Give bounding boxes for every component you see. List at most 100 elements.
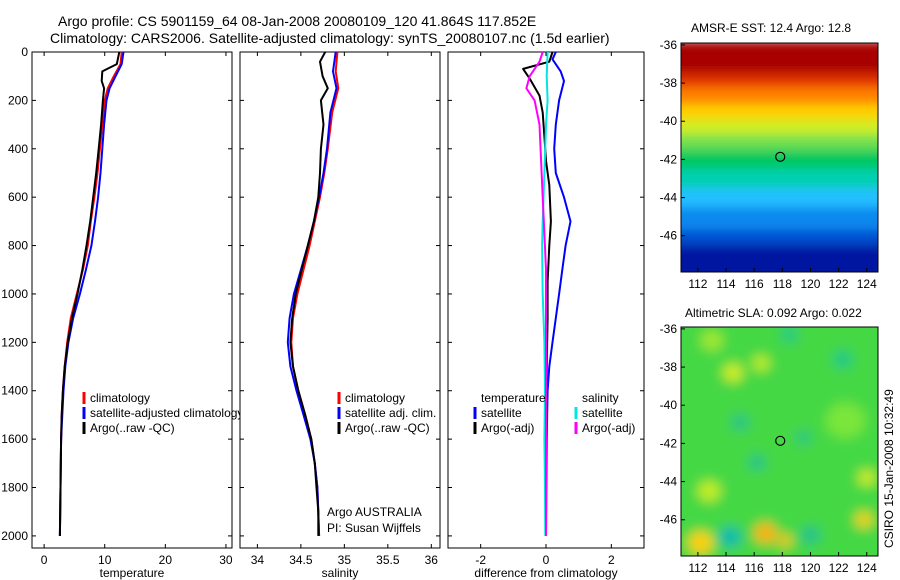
color-band <box>681 86 878 108</box>
sal-legend-2-label: Argo(..raw -QC) <box>345 421 430 435</box>
salinity-panel-frame <box>239 51 441 549</box>
figure-title-line2: Climatology: CARS2006. Satellite-adjuste… <box>50 30 610 46</box>
sla-map-field-blurred <box>681 327 878 556</box>
color-band <box>681 245 878 272</box>
y-tick-label: 800 <box>8 239 28 253</box>
field-anomaly <box>855 512 873 528</box>
x-tick-label: 30 <box>219 553 233 567</box>
series-line-salinity-satellite <box>541 52 549 536</box>
series-line-temperature-satellite <box>545 52 572 536</box>
map-x-tick-label: 112 <box>688 277 707 291</box>
temp-legend-1-label: satellite-adjusted climatology <box>90 406 243 420</box>
diff-legend-sal-sat-label: satellite <box>582 406 623 420</box>
sst-map-field-blurred <box>681 43 878 272</box>
temp-legend-0-label: climatology <box>90 391 150 405</box>
temperature-panel: 0 10 20 30 0 200 400 600 800 1000 1200 1400 1600 1800… <box>1 45 243 580</box>
map-x-tick-label: 124 <box>857 277 877 291</box>
map-y-tick-label: -44 <box>660 191 678 205</box>
series-line-temperature-argo-adj- <box>522 52 554 536</box>
map-y-tick-label: -40 <box>660 398 678 412</box>
temperature-panel-series-group <box>58 52 125 536</box>
credit-timestamp: CSIRO 15-Jan-2008 10:32:49 <box>882 389 896 548</box>
y-tick-label: 1600 <box>1 432 28 446</box>
x-tick-label: 0 <box>41 553 48 567</box>
argo-australia-annotation: Argo AUSTRALIA <box>327 505 422 519</box>
field-anomaly <box>718 526 742 548</box>
sst-map-title: AMSR-E SST: 12.4 Argo: 12.8 <box>691 21 851 35</box>
sst-map-field <box>681 43 878 272</box>
map-x-tick-label: 120 <box>800 561 820 575</box>
difference-panel-series-group <box>522 52 572 536</box>
field-anomaly <box>832 350 853 369</box>
x-tick-label: 36 <box>425 553 439 567</box>
sal-legend-1-label: satellite adj. clim. <box>345 406 436 420</box>
map-y-tick-label: -40 <box>660 114 678 128</box>
field-anomaly <box>688 531 714 555</box>
map-x-tick-label: 124 <box>857 561 877 575</box>
salinity-panel-xlabel: salinity <box>322 566 359 580</box>
field-anomaly <box>752 355 770 371</box>
map-x-tick-label: 118 <box>773 561 792 575</box>
x-tick-label: 20 <box>159 553 173 567</box>
y-tick-label: 1400 <box>1 384 28 398</box>
color-band <box>681 207 878 234</box>
sla-map-title: Altimetric SLA: 0.092 Argo: 0.022 <box>685 306 862 320</box>
field-anomaly <box>700 330 724 351</box>
map-x-tick-label: 122 <box>829 561 849 575</box>
difference-panel-xlabel: difference from climatology <box>474 566 617 580</box>
map-x-tick-label: 120 <box>800 277 820 291</box>
field-anomaly <box>858 470 876 486</box>
map-y-tick-label: -44 <box>660 475 678 489</box>
diff-legend-title-salinity: salinity <box>582 391 619 405</box>
y-tick-label: 1200 <box>1 335 28 349</box>
x-tick-label: 2 <box>608 553 615 567</box>
x-tick-label: 34.5 <box>289 553 313 567</box>
field-anomaly <box>697 480 721 502</box>
field-anomaly <box>754 522 777 544</box>
series-line-argo-raw-qc- <box>289 52 329 536</box>
field-anomaly <box>796 431 811 445</box>
temperature-panel-frame <box>31 51 233 549</box>
field-anomaly <box>748 454 766 471</box>
salinity-panel: 34 34.5 35 35.5 36 salinity climatologysatelli… <box>239 51 441 580</box>
sal-legend-0-label: climatology <box>345 391 405 405</box>
map-y-tick-label: -42 <box>660 152 678 166</box>
temp-legend-2-label: Argo(..raw -QC) <box>90 421 175 435</box>
salinity-panel-series-group <box>286 52 340 536</box>
field-anomaly <box>731 414 749 431</box>
color-band <box>681 168 878 192</box>
y-tick-label: 2000 <box>1 529 28 543</box>
sla-map-frame <box>680 326 879 557</box>
y-tick-label: 400 <box>8 142 28 156</box>
map-x-tick-label: 114 <box>716 561 735 575</box>
diff-legend-temp-argo-label: Argo(-adj) <box>481 421 534 435</box>
field-anomaly <box>800 526 821 544</box>
map-y-tick-label: -38 <box>660 360 678 374</box>
diff-legend-sal-argo-label: Argo(-adj) <box>582 421 635 435</box>
map-x-tick-label: 114 <box>716 277 735 291</box>
x-tick-label: 35 <box>338 553 352 567</box>
x-tick-label: 10 <box>98 553 112 567</box>
map-x-tick-label: 118 <box>773 277 792 291</box>
y-tick-label: 0 <box>21 45 28 59</box>
x-tick-label: -2 <box>475 553 486 567</box>
map-x-tick-label: 116 <box>745 561 764 575</box>
map-x-tick-label: 116 <box>745 277 764 291</box>
color-band <box>681 73 878 91</box>
temperature-panel-xlabel: temperature <box>100 566 165 580</box>
diff-legend-temp-sat-label: satellite <box>481 406 522 420</box>
color-band <box>681 229 878 250</box>
color-band <box>681 134 878 154</box>
figure-title-line1: Argo profile: CS 5901159_64 08-Jan-2008 … <box>58 13 536 29</box>
map-y-tick-label: -46 <box>660 513 678 527</box>
y-tick-label: 1800 <box>1 481 28 495</box>
pi-annotation: PI: Susan Wijffels <box>327 521 421 535</box>
map-x-tick-label: 122 <box>829 277 849 291</box>
series-line-salinity-argo-adj- <box>525 52 547 536</box>
x-tick-label: 34 <box>251 553 265 567</box>
color-band <box>681 103 878 124</box>
sla-map: 112 114 116 118 120 122 124 -36 -38 -40 -42 -44 -46 <box>660 322 879 575</box>
sst-map: 112 114 116 118 120 122 124 -36 -38 -40 -42 -44 -46 <box>660 38 879 291</box>
